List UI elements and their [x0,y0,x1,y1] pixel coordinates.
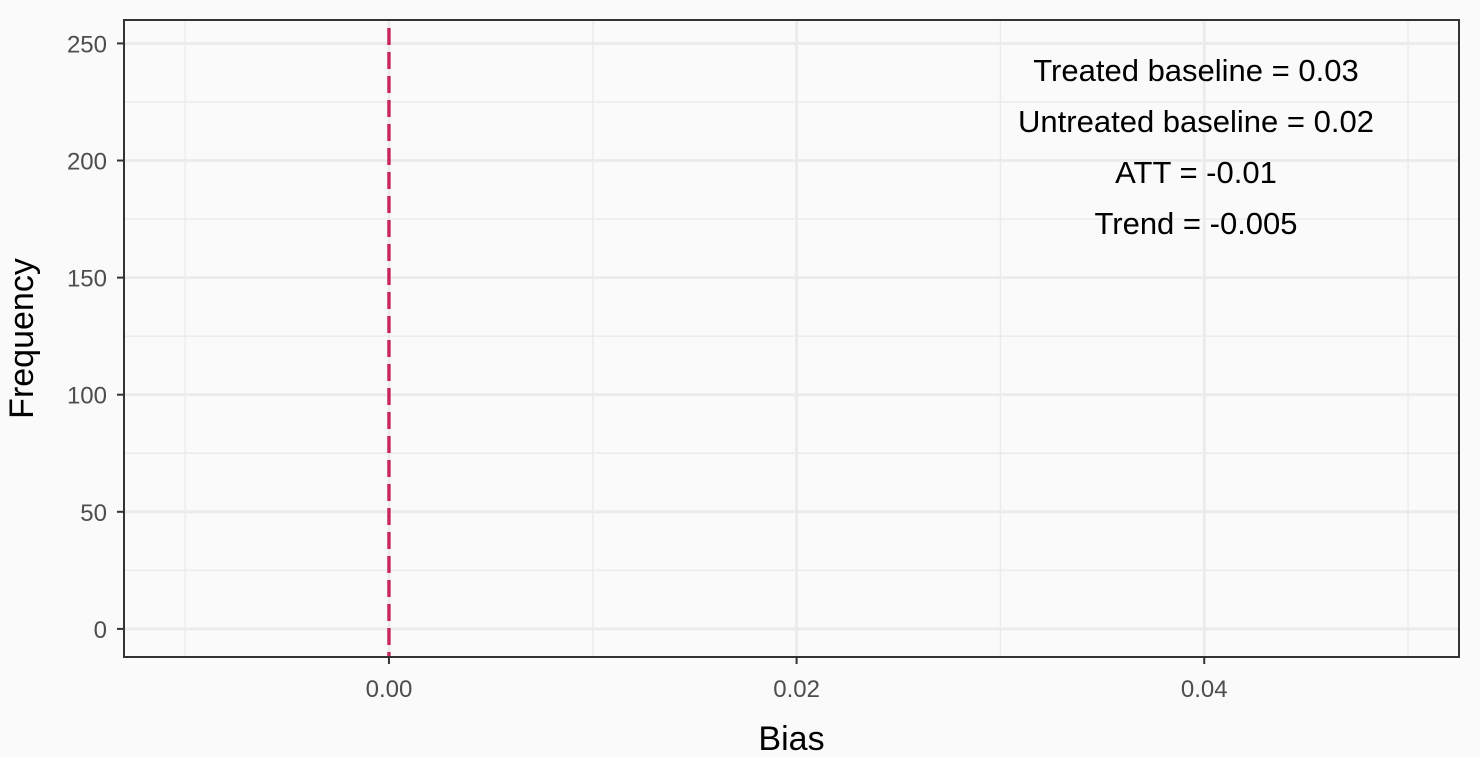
annotation-line: Untreated baseline = 0.02 [1018,104,1374,139]
panel-border [123,19,1460,658]
x-tick-label: 0.02 [773,676,820,703]
annotation-line: ATT = -0.01 [1115,155,1277,190]
x-tick-label: 0.00 [366,676,413,703]
y-axis-title: Frequency [3,258,41,419]
x-axis: 0.00 0.02 0.04 [366,657,1228,703]
y-tick-label: 100 [67,383,107,410]
annotation-box: Treated baseline = 0.03 Untreated baselin… [1018,53,1374,241]
y-tick-label: 150 [67,266,107,293]
y-tick-label: 0 [94,617,107,644]
y-axis: 0 50 100 150 200 250 [67,31,124,644]
annotation-line: Trend = -0.005 [1094,206,1297,241]
y-tick-label: 250 [67,31,107,58]
y-tick-label: 50 [80,500,107,527]
grid-lines [124,20,1459,657]
x-axis-title: Bias [758,720,824,757]
x-tick-label: 0.04 [1181,676,1228,703]
annotation-line: Treated baseline = 0.03 [1033,53,1358,88]
y-tick-label: 200 [67,149,107,176]
